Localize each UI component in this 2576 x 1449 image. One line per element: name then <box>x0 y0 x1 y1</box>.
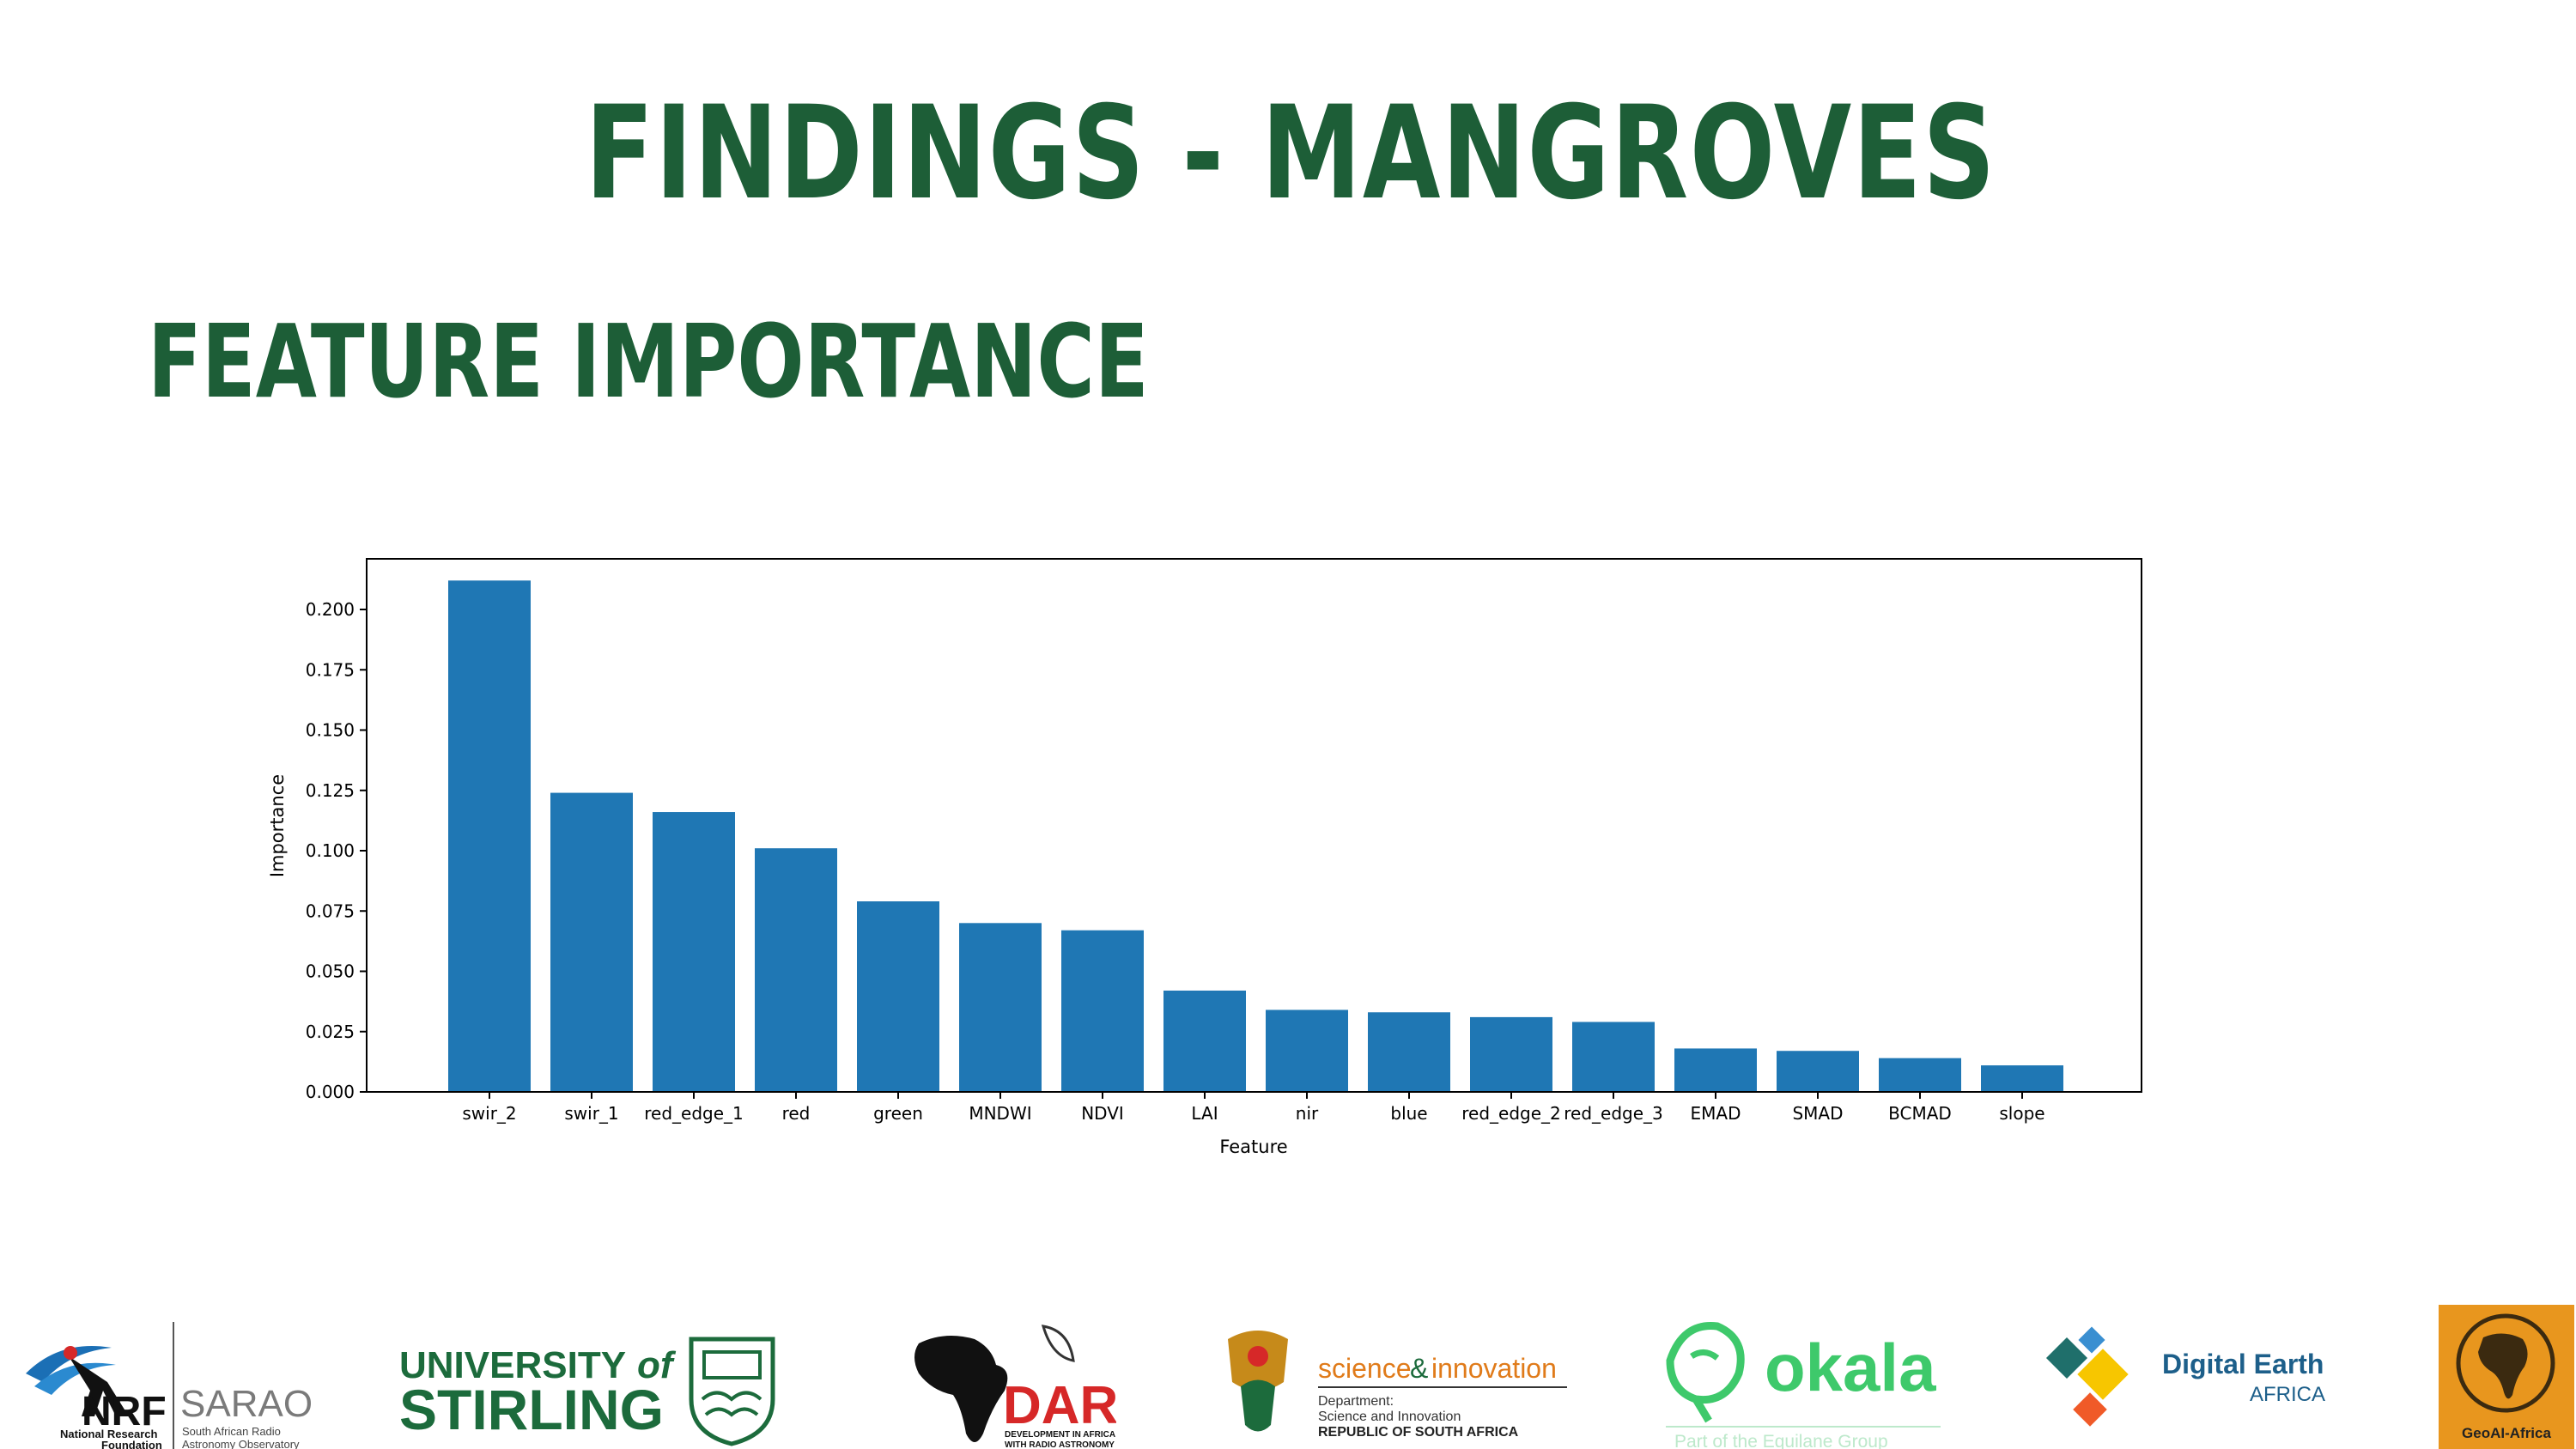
bar-LAI <box>1163 990 1246 1092</box>
slide-subtitle: FEATURE IMPORTANCE <box>148 302 1149 421</box>
x-tick-label: LAI <box>1191 1103 1218 1124</box>
x-tick-label: swir_1 <box>564 1103 618 1124</box>
stirling-logo: UNIVERSITY of STIRLING <box>399 1337 775 1446</box>
radio-dish-icon <box>1041 1325 1075 1362</box>
slide-title: FINDINGS - MANGROVES <box>585 79 1997 228</box>
y-tick-label: 0.200 <box>306 599 355 620</box>
x-tick-label: MNDWI <box>969 1103 1031 1124</box>
feature-importance-chart: 0.000 0.025 0.050 0.075 0.100 0.125 0.150 0.175… <box>267 558 2142 1157</box>
dsi-title-b: innovation <box>1431 1353 1557 1384</box>
y-ticks-group: 0.000 0.025 0.050 0.075 0.100 0.125 0.150 0.175… <box>306 599 367 1102</box>
x-tick-label: nir <box>1296 1103 1319 1124</box>
bar-BCMAD <box>1879 1058 1961 1092</box>
stirling-line2: STIRLING <box>399 1378 664 1441</box>
de-line1: Digital Earth <box>2162 1349 2324 1379</box>
bar-blue <box>1368 1012 1450 1092</box>
stirling-of: of <box>637 1344 677 1386</box>
bar-red_edge_1 <box>653 812 735 1092</box>
x-tick-label: EMAD <box>1691 1103 1741 1124</box>
nrf-line1: National Research <box>60 1428 157 1440</box>
x-tick-label: blue <box>1390 1103 1427 1124</box>
nrf-figure-icon <box>69 1356 129 1416</box>
x-ticks-group: swir_2 swir_1 red_edge_1 red green MNDWI NDVI L… <box>462 1092 2045 1124</box>
bar-SMAD <box>1777 1051 1859 1092</box>
y-tick-label: 0.000 <box>306 1082 355 1102</box>
x-tick-label: BCMAD <box>1888 1103 1952 1124</box>
dsi-logo: science & innovation Department: Science… <box>1228 1331 1567 1440</box>
y-tick-label: 0.100 <box>306 840 355 861</box>
x-tick-label: red_edge_1 <box>644 1103 744 1124</box>
bars-group <box>448 580 2063 1092</box>
x-axis-label: Feature <box>1219 1137 1287 1157</box>
diamonds-icon <box>2045 1326 2129 1427</box>
plot-frame <box>366 558 2142 1093</box>
bar-red <box>755 848 837 1092</box>
okala-tagline: Part of the Equilane Group <box>1674 1432 1888 1449</box>
sarao-mark: SARAO <box>180 1383 313 1425</box>
bar-MNDWI <box>959 923 1042 1092</box>
x-tick-label: slope <box>1999 1103 2044 1124</box>
y-tick-label: 0.125 <box>306 780 355 801</box>
bar-swir_2 <box>448 580 531 1092</box>
x-tick-label: NDVI <box>1081 1103 1124 1124</box>
africa-map-icon <box>914 1336 1008 1442</box>
sarao-line1: South African Radio <box>182 1425 281 1438</box>
nrf-swoosh-icon <box>26 1346 112 1382</box>
y-tick-label: 0.050 <box>306 961 355 982</box>
y-tick-label: 0.025 <box>306 1022 355 1042</box>
x-tick-label: swir_2 <box>462 1103 516 1124</box>
y-axis-label: Importance <box>267 774 288 877</box>
geoai-label: GeoAI-Africa <box>2462 1425 2551 1441</box>
partner-logos: NRF National Research Foundation SARAO S… <box>0 1305 2576 1449</box>
okala-logo: okala Part of the Equilane Group <box>1666 1322 1941 1449</box>
de-line2: AFRICA <box>2250 1383 2325 1406</box>
x-tick-label: SMAD <box>1792 1103 1843 1124</box>
dsi-line3: REPUBLIC OF SOUTH AFRICA <box>1318 1425 1519 1440</box>
dsi-title-a: science <box>1318 1353 1412 1384</box>
okala-mark: okala <box>1765 1330 1936 1405</box>
bar-green <box>857 901 939 1092</box>
nrf-line2: Foundation <box>101 1439 162 1449</box>
geoai-africa-icon <box>2478 1333 2528 1399</box>
nrf-sarao-logo: NRF National Research Foundation SARAO S… <box>26 1322 313 1449</box>
dara-mark: DARA <box>1003 1376 1116 1435</box>
dsi-amp: & <box>1410 1353 1428 1384</box>
dara-line1: DEVELOPMENT IN AFRICA <box>1005 1430 1115 1440</box>
okala-leaf-icon <box>1666 1322 1745 1423</box>
bar-swir_1 <box>550 792 633 1092</box>
y-tick-label: 0.075 <box>306 900 355 921</box>
bar-nir <box>1266 1009 1348 1092</box>
bar-slope <box>1981 1065 2063 1092</box>
dsi-line1: Department: <box>1318 1394 1394 1409</box>
bar-EMAD <box>1674 1048 1757 1092</box>
bar-red_edge_2 <box>1470 1016 1552 1092</box>
nrf-mark: NRF <box>82 1389 167 1434</box>
stirling-crest-icon <box>689 1337 775 1446</box>
geoai-globe-icon <box>2456 1313 2555 1413</box>
digital-earth-africa-logo: Digital Earth AFRICA <box>2045 1326 2325 1427</box>
y-tick-label: 0.150 <box>306 720 355 741</box>
geoai-africa-logo: GeoAI-Africa <box>2439 1305 2574 1449</box>
x-tick-label: red_edge_2 <box>1461 1103 1561 1124</box>
y-tick-label: 0.175 <box>306 659 355 680</box>
x-tick-label: red <box>782 1103 811 1124</box>
bar-NDVI <box>1061 930 1144 1092</box>
x-tick-label: green <box>873 1103 923 1124</box>
coat-of-arms-icon <box>1228 1331 1288 1432</box>
x-tick-label: red_edge_3 <box>1564 1103 1663 1124</box>
dara-logo: DARA DEVELOPMENT IN AFRICA WITH RADIO AS… <box>914 1325 1116 1449</box>
dsi-line2: Science and Innovation <box>1318 1410 1461 1424</box>
dara-line2: WITH RADIO ASTRONOMY <box>1005 1440 1115 1449</box>
stirling-line1: UNIVERSITY <box>399 1344 626 1386</box>
sarao-line2: Astronomy Observatory <box>182 1438 300 1449</box>
bar-red_edge_3 <box>1572 1022 1655 1092</box>
